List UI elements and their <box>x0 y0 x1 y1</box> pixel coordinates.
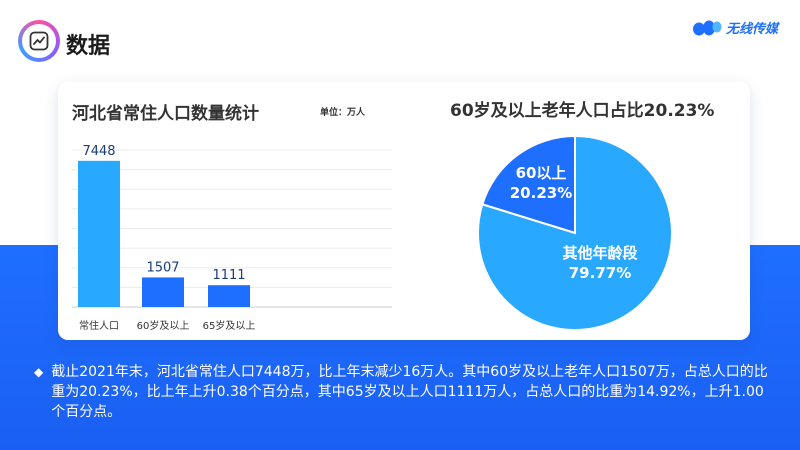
bar-value-label: 7448 <box>82 144 115 159</box>
brand: 无线传媒 <box>692 18 778 37</box>
pie-slice-value: 20.23% <box>510 184 572 202</box>
bar-category-label: 60岁及以上 <box>137 319 190 332</box>
brand-name: 无线传媒 <box>725 22 778 37</box>
bar-chart-title: 河北省常住人口数量统计 <box>72 104 259 124</box>
pie-slice <box>481 134 576 235</box>
chart-trend-icon <box>18 20 60 62</box>
brand-logo-icon <box>692 20 722 35</box>
bar <box>208 285 250 307</box>
diamond-icon: ◆ <box>34 365 44 379</box>
bar <box>142 277 184 307</box>
pie-chart: 60以上 20.23% 其他年龄段 79.77% <box>477 134 673 331</box>
pie-slice-label: 60以上 <box>516 164 567 182</box>
pie-slice-value: 79.77% <box>569 264 631 282</box>
bar-chart-unit: 单位：万人 <box>320 108 366 118</box>
page-title: 数据 <box>66 34 111 59</box>
bar-value-label: 1111 <box>212 268 245 283</box>
description: ◆ 截止2021年末，河北省常住人口7448万，比上年末减少16万人。其中60岁… <box>34 362 774 422</box>
bar-category-label: 常住人口 <box>79 319 119 332</box>
pie-chart-title: 60岁及以上老年人口占比20.23% <box>450 101 715 121</box>
bar-category-label: 65岁及以上 <box>203 319 256 332</box>
bar-chart: 7448 常住人口 1507 60岁及以上 1111 65岁及以上 <box>72 144 392 332</box>
bar-value-label: 1507 <box>146 260 179 275</box>
description-text: 截止2021年末，河北省常住人口7448万，比上年末减少16万人。其中60岁及以… <box>51 364 768 420</box>
pie-slice <box>477 134 673 331</box>
bar <box>78 160 120 307</box>
pie-slice-label: 其他年龄段 <box>562 244 637 262</box>
